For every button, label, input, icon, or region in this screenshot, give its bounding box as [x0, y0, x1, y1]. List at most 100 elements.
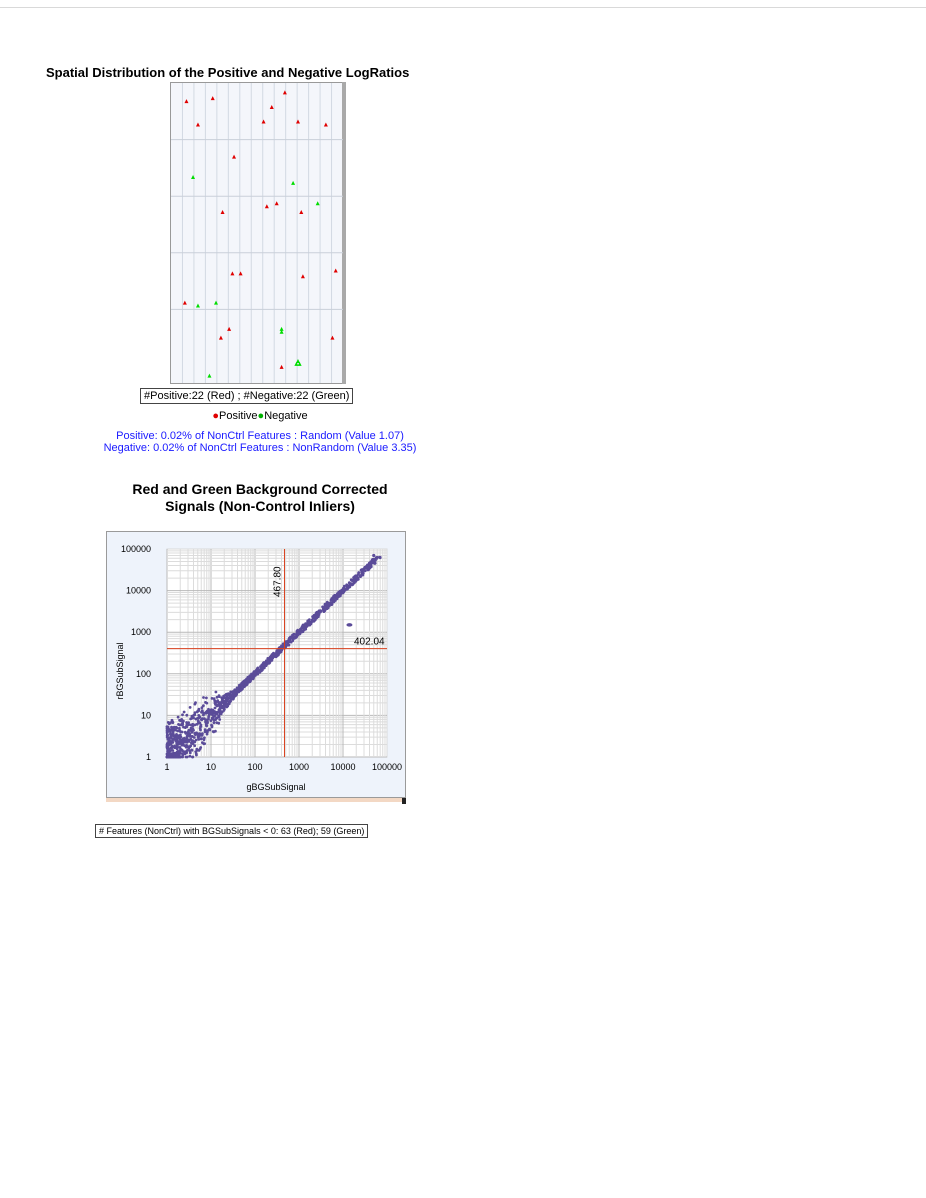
scatter-point: [197, 707, 201, 711]
scatter-point: [354, 575, 358, 579]
scatter-point: [332, 594, 335, 598]
negative-point: [296, 358, 300, 363]
scatter-point: [205, 696, 208, 700]
scatter-point: [366, 568, 370, 572]
positive-point: [210, 96, 215, 101]
scatter-point: [168, 721, 172, 725]
scatter-point: [345, 583, 349, 587]
scatter-point: [375, 557, 379, 560]
scatter-point: [368, 565, 371, 569]
scatter-point: [205, 724, 208, 728]
scatter-point: [236, 688, 240, 692]
y-axis-label: rBGSubSignal: [115, 642, 125, 699]
scatter-point: [352, 581, 356, 585]
scatter-point: [197, 714, 201, 717]
scatter-point: [262, 663, 266, 667]
scatter-point: [233, 694, 237, 698]
scatter-point: [273, 652, 276, 656]
scatter-point: [168, 753, 172, 757]
scatter-point: [256, 669, 260, 673]
scatter-point: [199, 725, 203, 728]
positive-point: [330, 335, 335, 340]
scatter-point: [176, 729, 179, 733]
x-axis-label: gBGSubSignal: [246, 782, 305, 792]
positive-point: [261, 119, 266, 124]
scatter-point: [196, 736, 200, 740]
scatter-point: [210, 712, 213, 716]
scatter-point: [165, 731, 169, 735]
scatter-point: [177, 734, 180, 738]
scatter-point: [225, 704, 229, 708]
scatter-point: [219, 710, 223, 713]
scatter-point: [232, 692, 236, 695]
scatter-point: [357, 571, 361, 574]
hline-label: 402.04: [354, 637, 385, 648]
y-tick-label: 1: [146, 752, 151, 762]
scatter-point: [202, 738, 206, 742]
negative-point: [294, 361, 299, 366]
scatter-title-line1: Red and Green Background Corrected: [132, 481, 388, 497]
scatter-point: [291, 633, 294, 637]
spatial-points: [182, 90, 338, 378]
spatial-grid: [171, 83, 343, 383]
scatter-point: [166, 745, 169, 749]
scatter-point: [277, 653, 280, 656]
scatter-point: [173, 744, 176, 748]
scatter-point: [250, 675, 254, 679]
scatter-outlier-point: [346, 623, 353, 627]
scatter-point: [215, 695, 219, 699]
scatter-point: [213, 714, 216, 718]
scatter-point: [301, 623, 305, 627]
scatter-point: [194, 733, 197, 737]
scatter-point: [166, 750, 169, 754]
positive-point: [300, 274, 305, 279]
scatter-bottom-strip: [106, 798, 406, 802]
scatter-point: [176, 740, 180, 744]
positive-point: [195, 122, 200, 127]
scatter-point: [166, 733, 169, 737]
scatter-point: [227, 702, 231, 706]
scatter-point: [213, 710, 217, 714]
scatter-point: [378, 555, 382, 559]
spatial-legend: ●Positive●Negative: [200, 410, 320, 422]
scatter-point: [276, 651, 279, 654]
scatter-point: [373, 562, 377, 565]
scatter-point: [215, 700, 219, 703]
negative-point: [291, 180, 296, 185]
scatter-point: [300, 630, 304, 633]
scatter-point: [166, 725, 170, 729]
negative-point: [279, 326, 284, 331]
scatter-point: [323, 608, 327, 611]
scatter-point: [245, 677, 249, 681]
scatter-point: [236, 686, 240, 690]
scatter-point: [196, 733, 200, 737]
scatter-point: [189, 726, 193, 730]
scatter-point: [212, 718, 216, 721]
scatter-point: [290, 636, 294, 640]
scatter-point: [256, 666, 260, 670]
scatter-point: [189, 737, 193, 741]
positive-legend-marker: ●: [212, 410, 220, 422]
scatter-point: [186, 730, 190, 734]
scatter-point: [234, 688, 237, 692]
scatter-point: [366, 563, 369, 567]
scatter-point: [198, 721, 202, 725]
x-tick-label: 10000: [330, 762, 355, 772]
scatter-point: [181, 740, 185, 744]
scatter-point: [348, 582, 352, 586]
scatter-point: [185, 713, 189, 717]
positive-point: [227, 326, 232, 331]
negative-point: [195, 303, 200, 308]
scatter-point: [300, 626, 303, 630]
scatter-point: [182, 725, 185, 729]
scatter-point: [177, 742, 181, 746]
top-divider: [0, 7, 926, 8]
scatter-point: [260, 665, 264, 669]
scatter-point: [336, 592, 339, 596]
scatter-point: [179, 747, 182, 751]
negative-point: [279, 329, 284, 334]
scatter-point: [304, 622, 307, 626]
scatter-point: [226, 693, 230, 697]
y-tick-label: 10: [141, 710, 151, 720]
scatter-corner: [402, 798, 406, 804]
